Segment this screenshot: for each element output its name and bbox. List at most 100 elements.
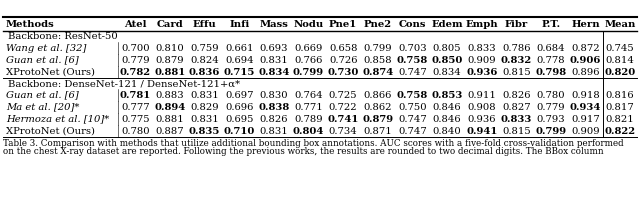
Text: 0.715: 0.715 bbox=[223, 68, 255, 76]
Text: 0.894: 0.894 bbox=[154, 102, 186, 112]
Text: 0.874: 0.874 bbox=[362, 68, 394, 76]
Text: Methods: Methods bbox=[6, 20, 55, 29]
Text: 0.917: 0.917 bbox=[572, 114, 600, 124]
Text: 0.725: 0.725 bbox=[329, 90, 358, 99]
Text: 0.798: 0.798 bbox=[536, 68, 566, 76]
Text: 0.661: 0.661 bbox=[225, 44, 253, 52]
Text: Hern: Hern bbox=[572, 20, 600, 29]
Text: 0.853: 0.853 bbox=[431, 90, 463, 99]
Text: 0.862: 0.862 bbox=[364, 102, 392, 112]
Text: 0.941: 0.941 bbox=[466, 126, 497, 136]
Text: 0.833: 0.833 bbox=[467, 44, 496, 52]
Text: 0.779: 0.779 bbox=[121, 56, 150, 64]
Text: 0.741: 0.741 bbox=[328, 114, 359, 124]
Text: 0.804: 0.804 bbox=[293, 126, 324, 136]
Text: 0.858: 0.858 bbox=[364, 56, 392, 64]
Text: 0.936: 0.936 bbox=[466, 68, 497, 76]
Text: 0.936: 0.936 bbox=[467, 114, 496, 124]
Text: 0.696: 0.696 bbox=[225, 102, 253, 112]
Text: Guan et al. [6]: Guan et al. [6] bbox=[6, 56, 79, 64]
Text: 0.669: 0.669 bbox=[294, 44, 323, 52]
Text: 0.693: 0.693 bbox=[260, 44, 288, 52]
Text: 0.780: 0.780 bbox=[537, 90, 565, 99]
Text: 0.817: 0.817 bbox=[605, 102, 634, 112]
Text: 0.908: 0.908 bbox=[467, 102, 496, 112]
Text: 0.881: 0.881 bbox=[156, 114, 184, 124]
Text: 0.780: 0.780 bbox=[121, 126, 150, 136]
Text: 0.816: 0.816 bbox=[605, 90, 634, 99]
Text: 0.906: 0.906 bbox=[570, 56, 602, 64]
Text: Guan et al. [6]: Guan et al. [6] bbox=[6, 90, 79, 99]
Text: 0.810: 0.810 bbox=[156, 44, 184, 52]
Text: Wang et al. [32]: Wang et al. [32] bbox=[6, 44, 86, 52]
Text: 0.695: 0.695 bbox=[225, 114, 253, 124]
Text: 0.918: 0.918 bbox=[572, 90, 600, 99]
Text: 0.838: 0.838 bbox=[259, 102, 289, 112]
Text: 0.846: 0.846 bbox=[433, 114, 461, 124]
Text: Pne1: Pne1 bbox=[329, 20, 357, 29]
Text: 0.879: 0.879 bbox=[362, 114, 394, 124]
Text: 0.722: 0.722 bbox=[329, 102, 358, 112]
Text: 0.764: 0.764 bbox=[294, 90, 323, 99]
Text: 0.831: 0.831 bbox=[259, 56, 288, 64]
Text: 0.684: 0.684 bbox=[537, 44, 565, 52]
Text: Backbone: ResNet-50: Backbone: ResNet-50 bbox=[8, 32, 118, 41]
Text: Backbone: DenseNet-121 / DenseNet-121+α*: Backbone: DenseNet-121 / DenseNet-121+α* bbox=[8, 79, 240, 88]
Text: 0.778: 0.778 bbox=[537, 56, 565, 64]
Text: P.T.: P.T. bbox=[541, 20, 561, 29]
Text: 0.820: 0.820 bbox=[604, 68, 636, 76]
Text: Table 3. Comparison with methods that utilize additional bounding box annotation: Table 3. Comparison with methods that ut… bbox=[3, 139, 623, 148]
Text: 0.850: 0.850 bbox=[431, 56, 463, 64]
Text: on the chest X-ray dataset are reported. Following the previous works, the resul: on the chest X-ray dataset are reported.… bbox=[3, 147, 604, 156]
Text: 0.726: 0.726 bbox=[329, 56, 357, 64]
Text: 0.846: 0.846 bbox=[433, 102, 461, 112]
Text: Edem: Edem bbox=[431, 20, 463, 29]
Text: Fibr: Fibr bbox=[505, 20, 528, 29]
Text: 0.879: 0.879 bbox=[156, 56, 184, 64]
Text: 0.747: 0.747 bbox=[398, 68, 427, 76]
Text: 0.779: 0.779 bbox=[537, 102, 565, 112]
Text: Nodu: Nodu bbox=[293, 20, 324, 29]
Text: Pne2: Pne2 bbox=[364, 20, 392, 29]
Text: 0.786: 0.786 bbox=[502, 44, 531, 52]
Text: Effu: Effu bbox=[193, 20, 216, 29]
Text: 0.866: 0.866 bbox=[364, 90, 392, 99]
Text: Mean: Mean bbox=[604, 20, 636, 29]
Text: 0.871: 0.871 bbox=[364, 126, 392, 136]
Text: 0.814: 0.814 bbox=[605, 56, 634, 64]
Text: Hermoza et al. [10]*: Hermoza et al. [10]* bbox=[6, 114, 109, 124]
Text: 0.815: 0.815 bbox=[502, 68, 531, 76]
Text: 0.697: 0.697 bbox=[225, 90, 253, 99]
Text: 0.834: 0.834 bbox=[258, 68, 289, 76]
Text: 0.781: 0.781 bbox=[120, 90, 151, 99]
Text: 0.782: 0.782 bbox=[120, 68, 151, 76]
Text: Card: Card bbox=[157, 20, 183, 29]
Text: 0.826: 0.826 bbox=[502, 90, 531, 99]
Text: XProtoNet (Ours): XProtoNet (Ours) bbox=[6, 126, 95, 136]
Text: 0.831: 0.831 bbox=[259, 126, 288, 136]
Text: 0.821: 0.821 bbox=[605, 114, 634, 124]
Text: 0.832: 0.832 bbox=[500, 56, 532, 64]
Text: 0.730: 0.730 bbox=[328, 68, 359, 76]
Text: 0.734: 0.734 bbox=[329, 126, 358, 136]
Text: 0.881: 0.881 bbox=[154, 68, 186, 76]
Text: 0.835: 0.835 bbox=[189, 126, 220, 136]
Text: 0.710: 0.710 bbox=[223, 126, 255, 136]
Text: 0.911: 0.911 bbox=[467, 90, 496, 99]
Text: Ma et al. [20]*: Ma et al. [20]* bbox=[6, 102, 79, 112]
Text: 0.827: 0.827 bbox=[502, 102, 531, 112]
Text: 0.750: 0.750 bbox=[398, 102, 427, 112]
Text: Infi: Infi bbox=[229, 20, 250, 29]
Text: XProtoNet (Ours): XProtoNet (Ours) bbox=[6, 68, 95, 76]
Text: 0.799: 0.799 bbox=[293, 68, 324, 76]
Text: 0.703: 0.703 bbox=[398, 44, 427, 52]
Text: 0.759: 0.759 bbox=[190, 44, 219, 52]
Text: 0.840: 0.840 bbox=[433, 126, 461, 136]
Text: 0.793: 0.793 bbox=[537, 114, 565, 124]
Text: 0.747: 0.747 bbox=[398, 126, 427, 136]
Text: 0.775: 0.775 bbox=[121, 114, 150, 124]
Text: 0.758: 0.758 bbox=[397, 90, 428, 99]
Text: 0.700: 0.700 bbox=[121, 44, 150, 52]
Text: 0.747: 0.747 bbox=[398, 114, 427, 124]
Text: 0.826: 0.826 bbox=[260, 114, 288, 124]
